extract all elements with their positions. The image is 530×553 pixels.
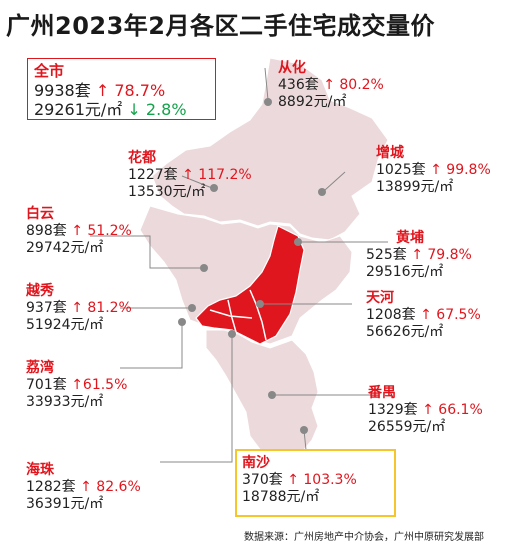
- district-volume-change: 67.5%: [436, 307, 481, 323]
- district-price: 13899: [376, 179, 421, 195]
- district-name: 越秀: [26, 283, 54, 299]
- district-label-panyu: 番禺 1329套 ↑ 66.1% 26559元/㎡: [368, 385, 483, 435]
- district-volume: 525: [366, 247, 393, 263]
- district-price: 8892: [278, 94, 314, 110]
- district-label-haizhu: 海珠 1282套 ↑ 82.6% 36391元/㎡: [26, 462, 141, 512]
- district-price: 51924: [26, 317, 71, 333]
- district-volume: 1208: [366, 307, 402, 323]
- district-name: 天河: [366, 290, 394, 306]
- city-total-price: 29261: [34, 100, 85, 119]
- district-name: 白云: [26, 206, 54, 222]
- district-volume: 1282: [26, 479, 62, 495]
- district-label-baiyun: 白云 898套 ↑ 51.2% 29742元/㎡: [26, 206, 132, 256]
- district-volume: 1227: [128, 167, 164, 183]
- district-label-huangpu: 黄埔 525套 ↑ 79.8% 29516元/㎡: [366, 230, 472, 280]
- district-volume: 1329: [368, 402, 404, 418]
- leader-lines: [90, 67, 388, 463]
- arrow-up-icon: ↑: [430, 162, 442, 178]
- city-total-volume: 9938: [34, 81, 75, 100]
- city-total-name: 全市: [34, 62, 65, 80]
- arrow-up-icon: ↑: [323, 77, 335, 93]
- district-name: 增城: [376, 145, 404, 161]
- district-volume-change: 61.5%: [82, 377, 128, 393]
- arrow-up-icon: ↑: [287, 472, 299, 488]
- district-volume: 370: [242, 472, 269, 488]
- district-volume-change: 80.2%: [339, 77, 384, 93]
- district-label-huadu: 花都 1227套 ↑ 117.2% 13530元/㎡: [128, 150, 252, 200]
- district-label-conghua: 从化 436套 ↑ 80.2% 8892元/㎡: [278, 60, 384, 110]
- district-name: 花都: [128, 150, 156, 166]
- district-name: 黄埔: [396, 230, 424, 246]
- arrow-up-icon: ↑: [411, 247, 423, 263]
- district-price: 26559: [368, 419, 413, 435]
- unit-price: 元/㎡: [84, 100, 123, 119]
- district-price: 29742: [26, 240, 71, 256]
- district-volume: 937: [26, 300, 53, 316]
- district-name: 海珠: [26, 462, 54, 478]
- district-name: 荔湾: [26, 360, 54, 376]
- district-volume-change: 51.2%: [87, 223, 132, 239]
- district-volume-change: 79.8%: [427, 247, 472, 263]
- district-label-zengcheng: 增城 1025套 ↑ 99.8% 13899元/㎡: [376, 145, 491, 195]
- district-label-liwan: 荔湾 701套 ↑61.5% 33933元/㎡: [26, 360, 128, 410]
- district-volume-change: 99.8%: [446, 162, 491, 178]
- district-price: 13530: [128, 184, 173, 200]
- arrow-down-icon: ↓: [127, 100, 141, 119]
- arrow-up-icon: ↑: [182, 167, 194, 183]
- district-price: 36391: [26, 496, 71, 512]
- district-volume-change: 117.2%: [198, 167, 252, 183]
- district-price: 33933: [26, 394, 71, 410]
- city-total-box: 全市 9938套 ↑ 78.7% 29261元/㎡ ↓ 2.8%: [27, 58, 216, 120]
- map-region-north: [151, 57, 389, 241]
- arrow-up-icon: ↑: [71, 300, 83, 316]
- district-name: 南沙: [242, 455, 270, 471]
- district-volume: 1025: [376, 162, 412, 178]
- arrow-up-icon: ↑: [422, 402, 434, 418]
- city-total-price-change: 2.8%: [145, 100, 187, 119]
- district-volume: 898: [26, 223, 53, 239]
- city-total-volume-change: 78.7%: [114, 81, 166, 100]
- arrow-up-icon: ↑: [95, 81, 110, 100]
- arrow-up-icon: ↑: [71, 377, 83, 393]
- district-volume-change: 81.2%: [87, 300, 132, 316]
- district-volume-change: 66.1%: [438, 402, 483, 418]
- arrow-up-icon: ↑: [80, 479, 92, 495]
- district-name: 番禺: [368, 385, 396, 401]
- district-dots: [178, 98, 326, 434]
- district-label-nansha: 南沙 370套 ↑ 103.3% 18788元/㎡: [235, 449, 396, 517]
- district-volume: 701: [26, 377, 53, 393]
- district-name: 从化: [278, 60, 306, 76]
- core-borders: [209, 289, 267, 341]
- district-volume: 436: [278, 77, 305, 93]
- district-label-tianhe: 天河 1208套 ↑ 67.5% 56626元/㎡: [366, 290, 481, 340]
- district-volume-change: 82.6%: [96, 479, 141, 495]
- unit-set: 套: [74, 81, 91, 100]
- district-label-yuexiu: 越秀 937套 ↑ 81.2% 51924元/㎡: [26, 283, 132, 333]
- district-price: 56626: [366, 324, 411, 340]
- district-price: 29516: [366, 264, 411, 280]
- data-source-note: 数据来源：广州房地产中介协会，广州中原研究发展部: [244, 532, 484, 543]
- arrow-up-icon: ↑: [71, 223, 83, 239]
- page-title: 广州2023年2月各区二手住宅成交量价: [6, 12, 435, 40]
- map-region-south: [205, 329, 319, 459]
- arrow-up-icon: ↑: [420, 307, 432, 323]
- district-price: 18788: [242, 489, 287, 505]
- district-volume-change: 103.3%: [303, 472, 357, 488]
